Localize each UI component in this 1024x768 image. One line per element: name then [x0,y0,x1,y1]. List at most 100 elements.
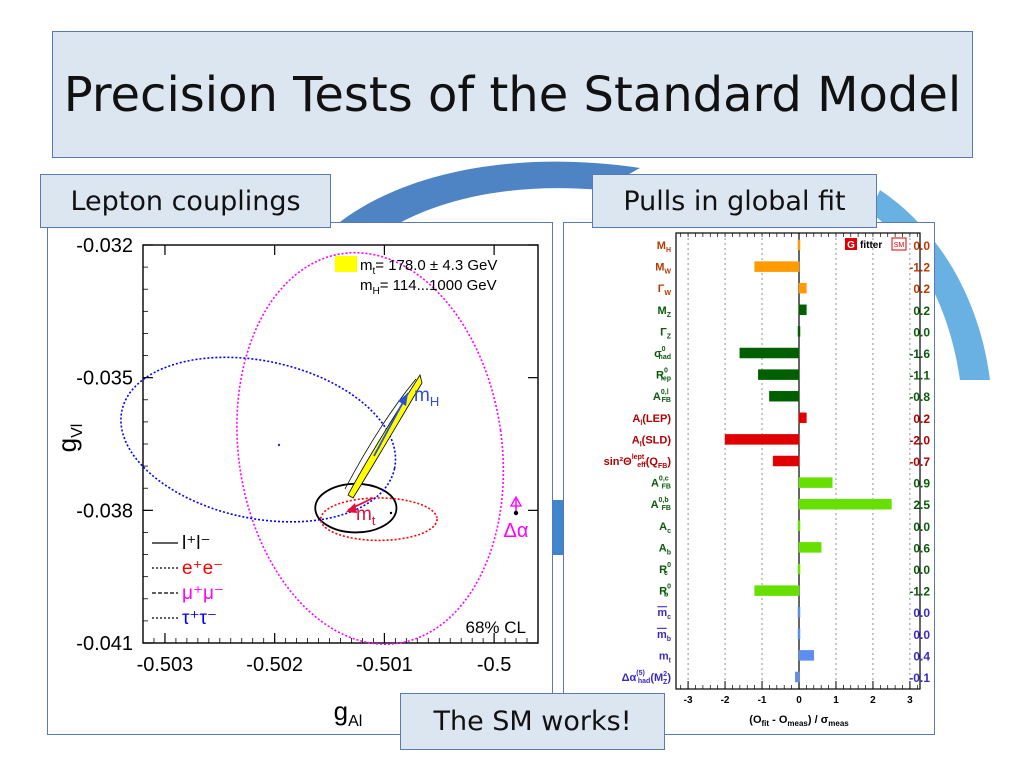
category-label: A0,l FB [653,389,671,404]
gfitter-logo-sm-box [891,237,907,251]
pull-value-label: -0.7 [909,455,930,469]
pull-bar [797,628,801,640]
sm-band-edge [344,378,417,490]
x-tick-label: -0.501 [356,654,413,676]
pull-value-label: 0.2 [913,282,930,296]
pull-value-label: 0.4 [913,649,930,663]
pull-value-label: 0.0 [913,325,930,339]
category-label: sin²Θlept eff(QFB) [604,454,672,470]
pull-bar [754,585,800,596]
category-label: R0 c [659,562,671,577]
pulls-text: Pulls in global fit [623,185,846,217]
pull-bar [798,412,807,424]
category-label: ΓW [658,283,672,297]
gfitter-logo-box [845,238,857,250]
lepton-couplings-panel: -0.503 -0.502 -0.501 -0.5 -0.032 -0.035 -0.038… [47,222,553,735]
conclusion-text: The SM works! [433,706,632,737]
lepton-couplings-chart: -0.503 -0.502 -0.501 -0.5 -0.032 -0.035 -0.038… [52,235,539,730]
page-title: Precision Tests of the Standard Model [63,66,962,123]
pull-bar [798,304,807,316]
mt-annotation: mt [356,504,376,528]
pull-value-label: 0.0 [913,520,930,534]
confidence-level-label: 68% CL [466,618,526,637]
y-tick-label: -0.032 [76,235,133,257]
x-tick-label: 3 [907,695,913,706]
contour-ellipse [236,251,505,645]
category-label: MZ [658,305,672,319]
pull-bar [797,563,801,575]
dalpha-point [513,510,519,516]
legend-entry: τ⁺τ⁻ [182,608,217,629]
pull-bar [798,650,815,661]
lepton-center-dot [389,511,393,515]
x-tick-label: -0.502 [246,654,303,676]
dalpha-annotation: Δα [504,520,529,542]
dalpha-arrow-head [509,495,523,507]
category-label: R0 lep [656,368,671,383]
pull-value-label: -0.1 [909,671,930,685]
gfitter-logo-letter: G [847,240,855,251]
pull-bar [798,498,892,510]
category-label: MW [655,262,671,276]
mh-annotation: mH [414,385,439,409]
pull-value-label: -1.2 [909,261,930,275]
pull-value-label: 0.9 [913,477,930,491]
pull-bar [772,455,800,467]
category-label: R0 b [659,584,671,599]
pull-value-label: 0.6 [913,541,930,555]
x-tick-label: -1 [758,695,767,706]
legend-entry: e⁺e⁻ [182,558,223,579]
y-tick-label: -0.038 [76,500,133,522]
pull-bar [798,282,807,294]
category-label: mc [657,607,671,621]
legend-mt-text: mt= 178.0 ± 4.3 GeV [360,257,497,277]
mt-arrow-head [346,503,357,513]
pull-bar [758,369,800,380]
lepton-couplings-label: Lepton couplings [40,174,331,228]
category-label: Ab [659,542,671,556]
tau-center-dot [277,443,281,447]
pull-bar [798,542,822,553]
category-label: A0,b FB [651,497,671,512]
pull-value-label: 0.2 [913,304,930,318]
pull-value-label: -1.1 [909,369,930,383]
pull-bar [797,606,801,618]
pulls-label: Pulls in global fit [592,174,877,228]
pull-value-label: 0.0 [913,628,930,642]
x-tick-label: -2 [721,695,730,706]
plot-frame [675,232,921,690]
x-tick-label: 2 [870,695,876,706]
x-axis-label: gAl [334,696,363,730]
category-label: Al(SLD) [632,434,672,448]
pull-value-label: -1.2 [909,585,930,599]
pull-value-label: 0.0 [913,239,930,253]
pull-bar [797,239,801,251]
y-axis-label: gVl [52,424,86,453]
category-label: Ac [659,521,671,535]
gfitter-logo-sub: SM [894,242,905,249]
x-tick-label: 1 [833,695,839,706]
category-label: mt [659,650,672,664]
x-tick-label: -0.503 [137,654,194,676]
pull-bar [739,347,800,359]
x-tick-label: 0 [796,695,802,706]
category-label: σ0 had [654,346,671,361]
x-tick-label: -3 [684,695,693,706]
pull-bar [769,390,800,402]
mh-arrow-head [398,393,408,406]
pull-bar [795,671,800,683]
lepton-couplings-text: Lepton couplings [70,185,301,217]
y-tick-label: -0.041 [76,633,133,655]
gfitter-logo-text: fitter [860,240,882,251]
category-label: ΓZ [660,326,672,340]
title-box: Precision Tests of the Standard Model [52,31,973,158]
pull-bar [797,520,801,532]
category-label: Δα(5) had(M2 Z) [622,670,672,686]
pull-bar [754,261,800,272]
pull-bar [797,326,801,337]
pull-value-label: 0.0 [913,563,930,577]
x-axis-label: (Ofit - Omeas) / σmeas [749,714,849,728]
contour-ellipse [319,497,438,542]
contour-ellipse [120,356,397,523]
